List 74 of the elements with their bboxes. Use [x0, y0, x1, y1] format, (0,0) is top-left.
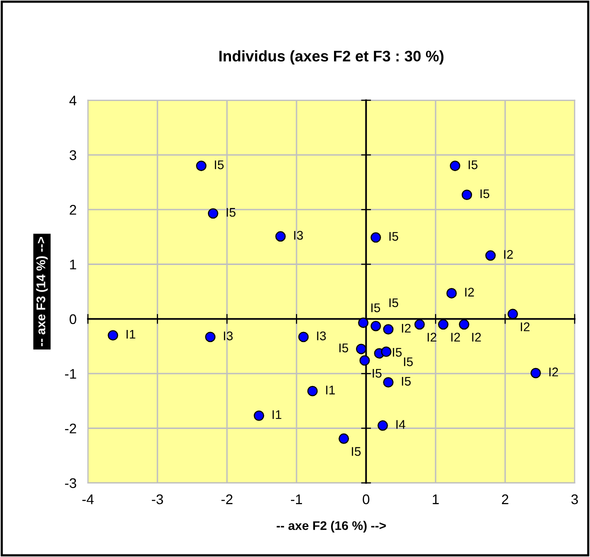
point: [196, 160, 206, 172]
x-tick-label: 3: [571, 494, 578, 504]
point: [438, 319, 448, 330]
point: [208, 208, 218, 219]
point: [530, 368, 541, 378]
annotation: I1: [326, 386, 335, 394]
annotation: I2: [465, 288, 474, 296]
annotation: I5: [389, 298, 398, 308]
point: [508, 308, 518, 320]
annotation: I1: [126, 330, 136, 339]
x-tick-label: -2: [221, 494, 232, 504]
x-tick-label: -1: [290, 494, 302, 504]
annotation: I3: [317, 331, 326, 340]
point: [462, 190, 472, 200]
y-tick-label: 4: [69, 96, 76, 106]
point: [381, 346, 392, 357]
y-tick-label: -2: [65, 424, 76, 434]
point: [108, 330, 118, 341]
point: [356, 344, 366, 354]
x-tick-label: -4: [82, 494, 94, 504]
annotation: I2: [520, 322, 530, 332]
y-tick-label: 3: [70, 150, 76, 160]
annotation: I5: [352, 447, 361, 456]
annotation: I5: [389, 232, 398, 241]
x-tick-label: 2: [502, 494, 508, 504]
x-tick-label: -3: [152, 494, 164, 504]
annotation: I4: [396, 420, 406, 429]
annotation: I2: [472, 332, 481, 342]
point: [254, 410, 264, 421]
point: [370, 232, 381, 243]
annotation: I1: [272, 410, 282, 419]
annotation: I2: [451, 332, 460, 342]
annotation: I3: [224, 331, 233, 340]
annotation: I5: [480, 189, 490, 198]
y-tick-label: -1: [65, 369, 76, 379]
point: [358, 318, 368, 328]
annotation: I5: [214, 160, 224, 170]
point: [383, 324, 394, 335]
point: [378, 420, 388, 431]
point: [414, 319, 425, 330]
y-axis-title: -- axe F3 (14 %) -->: [36, 237, 48, 346]
annotation: I5: [404, 357, 413, 366]
annotation: I5: [371, 303, 380, 312]
point: [458, 319, 470, 330]
annotation: I5: [468, 160, 478, 170]
point: [275, 231, 286, 242]
annotation: I5: [226, 208, 236, 217]
annotation: I3: [294, 230, 303, 240]
point: [446, 288, 457, 298]
point: [359, 355, 370, 366]
point: [338, 433, 350, 444]
y-tick-label: 2: [70, 204, 76, 215]
x-tick-label: 0: [362, 494, 370, 504]
y-tick-label: 1: [70, 260, 76, 270]
y-tick-label: 0: [70, 314, 76, 324]
x-axis-title: -- axe F2 (16 %) -->: [276, 520, 386, 533]
annotation: I5: [392, 348, 402, 357]
y-tick-label: -3: [65, 478, 76, 488]
point: [485, 250, 496, 261]
point: [298, 332, 309, 342]
point: [370, 320, 381, 332]
annotation: I5: [372, 368, 382, 378]
annotation: I2: [549, 368, 558, 376]
annotation: I2: [504, 250, 513, 259]
point: [450, 160, 460, 172]
point: [383, 377, 394, 388]
annotation: I5: [402, 376, 411, 386]
annotation: I2: [428, 332, 436, 342]
annotation: I5: [339, 344, 348, 352]
annotation: I2: [402, 324, 411, 333]
chart-title: Individus (axes F2 et F3 : 30 %): [219, 50, 444, 65]
point: [307, 386, 318, 396]
point: [205, 332, 216, 342]
x-tick-label: 1: [432, 494, 439, 504]
